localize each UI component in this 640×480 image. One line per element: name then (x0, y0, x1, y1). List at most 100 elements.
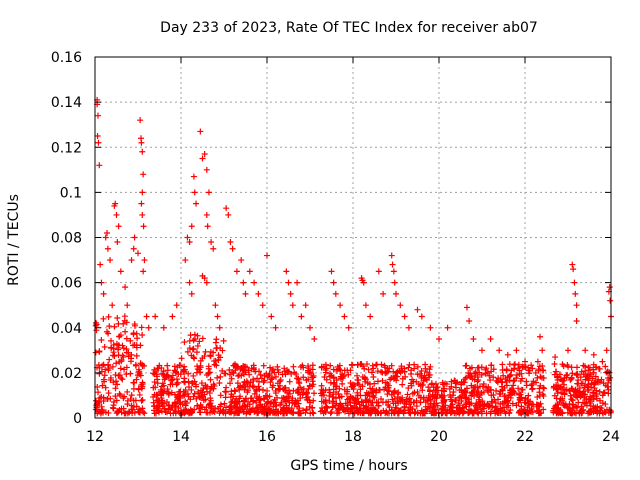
data-point (488, 362, 495, 369)
data-point (207, 397, 214, 404)
data-point (122, 328, 129, 335)
data-point (500, 372, 507, 379)
data-point (496, 390, 503, 397)
data-point (310, 374, 317, 381)
data-point (505, 394, 512, 401)
data-point (193, 381, 200, 388)
data-point (492, 403, 499, 410)
data-point (275, 408, 282, 415)
data-point (202, 382, 209, 389)
data-points (92, 96, 614, 417)
data-point (478, 371, 485, 378)
data-point (396, 408, 403, 415)
chart-title: Day 233 of 2023, Rate Of TEC Index for r… (160, 20, 538, 36)
data-point (398, 363, 405, 370)
data-point (241, 386, 248, 393)
data-point (279, 371, 286, 378)
data-point (174, 393, 181, 400)
data-point (105, 361, 112, 368)
data-point (496, 347, 503, 354)
data-point (335, 391, 342, 398)
data-point (104, 245, 111, 252)
data-point (535, 366, 542, 373)
data-point (119, 342, 126, 349)
data-point (116, 358, 123, 365)
data-point (375, 402, 382, 409)
data-point (317, 408, 324, 415)
data-point (354, 392, 361, 399)
data-point (436, 336, 442, 343)
data-point (331, 379, 338, 386)
data-point (188, 223, 195, 230)
data-point (190, 173, 197, 180)
data-point (462, 362, 469, 369)
data-point (158, 383, 165, 390)
data-point (306, 403, 313, 410)
data-point (361, 365, 368, 372)
data-point (172, 408, 179, 415)
data-point (427, 397, 434, 404)
x-tick-label: 12 (86, 429, 104, 445)
data-point (337, 367, 344, 374)
data-point (578, 380, 585, 387)
y-tick-label: 0 (73, 411, 82, 427)
data-point (262, 405, 269, 412)
data-point (528, 362, 535, 369)
data-point (199, 155, 206, 162)
data-point (174, 379, 181, 386)
data-point (161, 405, 168, 412)
data-point (322, 409, 329, 416)
data-point (456, 394, 463, 401)
data-point (410, 378, 417, 385)
data-point (227, 239, 234, 246)
data-point (351, 400, 358, 407)
data-point (603, 406, 610, 413)
data-point (585, 396, 592, 403)
data-point (345, 324, 352, 331)
data-point (339, 380, 346, 387)
data-point (447, 391, 454, 398)
grid-lines (95, 57, 611, 418)
data-point (133, 376, 140, 383)
data-point (270, 403, 277, 410)
data-point (455, 400, 462, 407)
data-point (272, 373, 279, 380)
data-point (284, 368, 291, 375)
data-point (187, 396, 194, 403)
data-point (360, 363, 367, 370)
data-point (206, 401, 213, 408)
data-point (121, 410, 128, 417)
data-point (143, 313, 150, 320)
data-point (326, 398, 333, 405)
data-point (419, 387, 426, 394)
data-point (384, 365, 391, 372)
data-point (305, 363, 312, 370)
data-point (107, 257, 114, 264)
data-point (175, 389, 182, 396)
data-point (462, 389, 469, 396)
data-point (363, 361, 370, 368)
data-point (574, 387, 581, 394)
data-point (139, 148, 146, 155)
data-point (92, 349, 99, 356)
data-point (568, 396, 575, 403)
data-point (440, 409, 447, 416)
data-point (572, 410, 579, 417)
data-point (307, 324, 313, 331)
data-point (128, 257, 135, 264)
data-point (228, 388, 235, 395)
data-point (235, 407, 242, 414)
x-tick-label: 22 (516, 429, 534, 445)
data-point (203, 279, 210, 286)
data-point (274, 380, 281, 387)
data-point (182, 408, 189, 415)
data-point (513, 347, 520, 354)
data-point (335, 365, 342, 372)
data-point (282, 387, 289, 394)
x-tick-label: 20 (430, 429, 448, 445)
data-point (405, 324, 412, 331)
data-point (234, 380, 241, 387)
data-point (264, 252, 270, 259)
data-point (133, 344, 140, 351)
data-point (390, 268, 397, 275)
